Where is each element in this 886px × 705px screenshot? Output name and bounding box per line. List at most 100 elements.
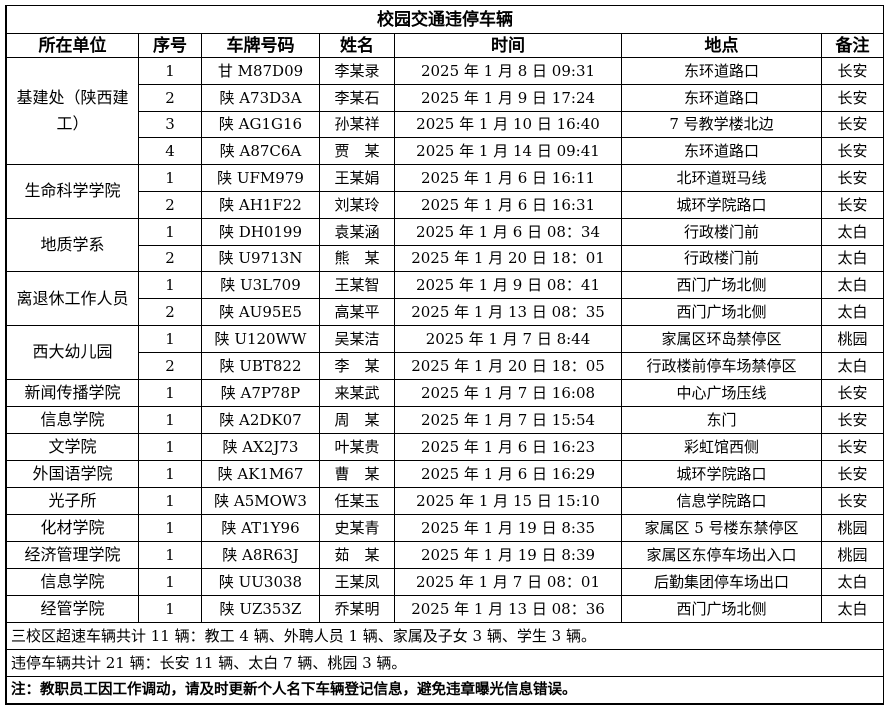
cell-plate: 甘 M87D09 [201, 57, 320, 85]
cell-seq: 1 [138, 459, 202, 488]
cell-location: 家属区东停车场出入口 [621, 540, 822, 569]
cell-name: 茹 某 [319, 540, 395, 569]
cell-time: 2025 年 1 月 15 日 15:10 [394, 486, 622, 515]
cell-location: 家属区环岛禁停区 [621, 324, 822, 353]
cell-time: 2025 年 1 月 6 日 16:23 [394, 432, 622, 461]
cell-plate: 陕 A5MOW3 [201, 486, 320, 515]
header-row: 所在单位 序号 车牌号码 姓名 时间 地点 备注 [6, 33, 885, 58]
cell-plate: 陕 A87C6A [201, 137, 320, 166]
cell-seq: 2 [138, 190, 202, 219]
cell-remark: 长安 [820, 137, 885, 166]
cell-seq: 1 [138, 486, 202, 515]
cell-remark: 长安 [820, 83, 885, 112]
table-row: 生命科学学院 1 陕 UFM979 王某娟 2025 年 1 月 6 日 16:11 北环… [6, 164, 885, 219]
cell-remark: 太白 [820, 271, 885, 300]
cell-unit: 地质学系 [6, 217, 139, 273]
table-row: 光子所 1 陕 A5MOW3 任某玉 2025 年 1 月 15 日 15:10 信息学院… [6, 486, 885, 515]
table-row: 地质学系 1 陕 DH0199 袁某涵 2025 年 1 月 6 日 08：34 行政楼门… [6, 217, 885, 273]
cell-time: 2025 年 1 月 13 日 08：36 [394, 594, 622, 623]
cell-location: 东环道路口 [621, 137, 822, 166]
cell-time: 2025 年 1 月 9 日 08：41 [394, 271, 622, 300]
cell-location: 东环道路口 [621, 83, 822, 112]
cell-remark: 太白 [820, 594, 885, 623]
header-remark: 备注 [820, 33, 885, 58]
cell-seq: 2 [138, 351, 202, 380]
cell-name: 周 某 [319, 405, 395, 434]
cell-seq: 1 [138, 567, 202, 596]
cell-plate: 陕 U9713N [201, 244, 320, 273]
cell-unit: 经济管理学院 [6, 540, 139, 569]
cell-location: 城环学院路口 [621, 459, 822, 488]
cell-seq: 1 [138, 271, 202, 300]
cell-remark: 长安 [820, 164, 885, 192]
cell-name: 王某智 [319, 271, 395, 300]
cell-seq: 1 [138, 378, 202, 407]
table-row: 信息学院 1 陕 A2DK07 周 某 2025 年 1 月 7 日 15:54 东门 长安 [6, 405, 885, 434]
cell-time: 2025 年 1 月 20 日 18：01 [394, 244, 622, 273]
cell-unit: 化材学院 [6, 513, 139, 542]
cell-seq: 1 [138, 164, 202, 192]
cell-plate: 陕 U3L709 [201, 271, 320, 300]
cell-name: 史某青 [319, 513, 395, 542]
cell-time: 2025 年 1 月 6 日 16:29 [394, 459, 622, 488]
cell-location: 北环道斑马线 [621, 164, 822, 192]
cell-location: 7 号教学楼北边 [621, 110, 822, 139]
cell-name: 叶某贵 [319, 432, 395, 461]
cell-plate: 陕 UZ353Z [201, 594, 320, 623]
table-row: 信息学院 1 陕 UU3038 王某凤 2025 年 1 月 7 日 08：01 后勤集团… [6, 567, 885, 596]
table-row: 基建处（陕西建工） 1 甘 M87D09 李某录 2025 年 1 月 8 日 09:3… [6, 56, 885, 166]
cell-location: 中心广场压线 [621, 378, 822, 407]
header-location: 地点 [621, 33, 822, 58]
cell-remark: 桃园 [820, 324, 885, 353]
cell-name: 孙某祥 [319, 110, 395, 139]
cell-time: 2025 年 1 月 19 日 8:35 [394, 513, 622, 542]
cell-remark: 太白 [820, 298, 885, 326]
cell-time: 2025 年 1 月 7 日 16:08 [394, 378, 622, 407]
cell-name: 任某玉 [319, 486, 395, 515]
cell-location: 城环学院路口 [621, 190, 822, 219]
table-row: 外国语学院 1 陕 AK1M67 曹 某 2025 年 1 月 6 日 16:29 城环学… [6, 459, 885, 488]
cell-name: 王某凤 [319, 567, 395, 596]
cell-time: 2025 年 1 月 20 日 18：05 [394, 351, 622, 380]
cell-remark: 长安 [820, 405, 885, 434]
cell-remark: 长安 [820, 110, 885, 139]
cell-seq: 1 [138, 324, 202, 353]
cell-time: 2025 年 1 月 6 日 16:31 [394, 190, 622, 219]
cell-time: 2025 年 1 月 19 日 8:39 [394, 540, 622, 569]
cell-location: 西门广场北侧 [621, 271, 822, 300]
cell-unit: 光子所 [6, 486, 139, 515]
table-row: 经管学院 1 陕 UZ353Z 乔某明 2025 年 1 月 13 日 08：36 西门广… [6, 594, 885, 623]
summary-speeding: 三校区超速车辆共计 11 辆：教工 4 辆、外聘人员 1 辆、家属及子女 3 辆… [5, 621, 885, 650]
cell-location: 信息学院路口 [621, 486, 822, 515]
cell-unit: 文学院 [6, 432, 139, 461]
cell-remark: 桃园 [820, 513, 885, 542]
cell-location: 东门 [621, 405, 822, 434]
cell-plate: 陕 AH1F22 [201, 190, 320, 219]
header-unit: 所在单位 [6, 33, 139, 58]
cell-name: 吴某洁 [319, 324, 395, 353]
cell-name: 李某录 [319, 57, 395, 85]
cell-time: 2025 年 1 月 14 日 09:41 [394, 137, 622, 166]
cell-seq: 1 [138, 217, 202, 246]
cell-seq: 1 [138, 513, 202, 542]
cell-remark: 长安 [820, 57, 885, 85]
cell-plate: 陕 A8R63J [201, 540, 320, 569]
cell-name: 曹 某 [319, 459, 395, 488]
cell-remark: 太白 [820, 567, 885, 596]
cell-unit: 外国语学院 [6, 459, 139, 488]
cell-unit: 基建处（陕西建工） [6, 56, 139, 166]
cell-plate: 陕 UU3038 [201, 567, 320, 596]
cell-location: 东环道路口 [621, 57, 822, 85]
cell-time: 2025 年 1 月 10 日 16:40 [394, 110, 622, 139]
summary-parking: 违停车辆共计 21 辆：长安 11 辆、太白 7 辆、桃园 3 辆。 [5, 648, 885, 677]
cell-name: 李某石 [319, 83, 395, 112]
cell-name: 王某娟 [319, 164, 395, 192]
header-time: 时间 [394, 33, 622, 58]
cell-remark: 桃园 [820, 540, 885, 569]
cell-time: 2025 年 1 月 6 日 08：34 [394, 217, 622, 246]
